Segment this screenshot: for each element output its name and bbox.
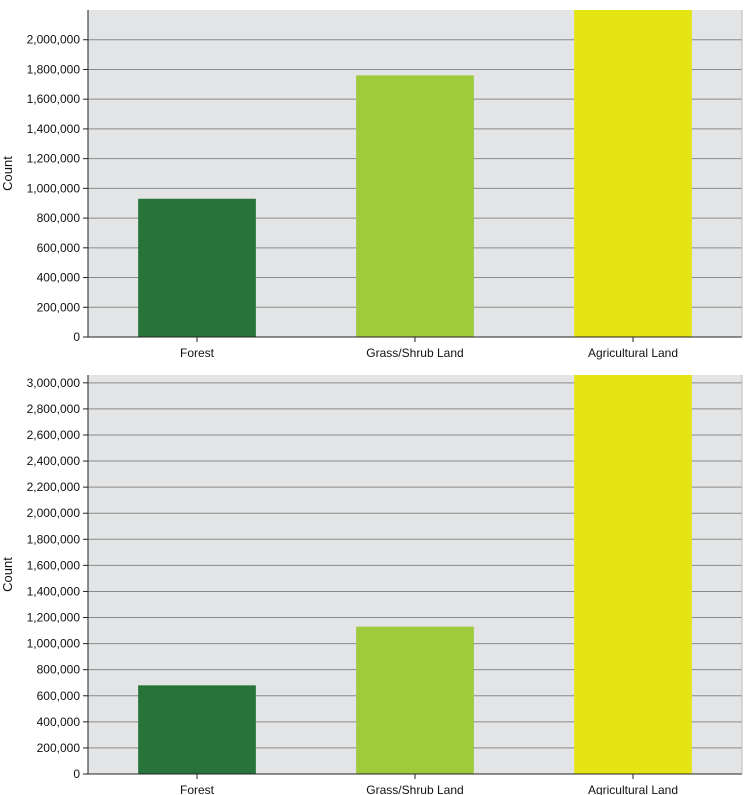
y-tick-label: 1,200,000 <box>27 152 81 166</box>
y-tick-label: 200,000 <box>37 741 81 755</box>
y-tick-label: 0 <box>73 330 80 344</box>
y-tick-label: 800,000 <box>37 211 81 225</box>
bar-grass-shrub-land <box>356 626 474 774</box>
y-tick-label: 1,000,000 <box>27 637 81 651</box>
y-tick-label: 3,000,000 <box>27 376 81 390</box>
y-tick-label: 2,000,000 <box>27 506 81 520</box>
y-tick-label: 200,000 <box>37 300 81 314</box>
x-tick-label: Grass/Shrub Land <box>366 346 463 360</box>
y-tick-label: 1,400,000 <box>27 584 81 598</box>
bar-forest <box>138 198 256 337</box>
y-tick-label: 1,800,000 <box>27 62 81 76</box>
y-axis-title: Count <box>0 557 15 592</box>
y-tick-label: 1,400,000 <box>27 122 81 136</box>
x-tick-label: Forest <box>180 783 215 795</box>
y-tick-label: 1,800,000 <box>27 532 81 546</box>
y-tick-label: 2,600,000 <box>27 428 81 442</box>
y-tick-label: 1,600,000 <box>27 92 81 106</box>
x-tick-label: Forest <box>180 346 215 360</box>
y-tick-label: 400,000 <box>37 271 81 285</box>
y-tick-label: 600,000 <box>37 241 81 255</box>
y-axis-title: Count <box>0 156 15 191</box>
x-tick-label: Agricultural Land <box>588 346 678 360</box>
y-tick-label: 0 <box>73 767 80 781</box>
bar-agricultural-land <box>574 10 692 337</box>
x-tick-label: Grass/Shrub Land <box>366 783 463 795</box>
y-tick-label: 800,000 <box>37 663 81 677</box>
y-tick-label: 2,200,000 <box>27 480 81 494</box>
x-tick-label: Agricultural Land <box>588 783 678 795</box>
bar-grass-shrub-land <box>356 75 474 338</box>
y-tick-label: 1,200,000 <box>27 611 81 625</box>
y-tick-label: 600,000 <box>37 689 81 703</box>
y-tick-label: 2,000,000 <box>27 33 81 47</box>
y-tick-label: 2,800,000 <box>27 402 81 416</box>
y-tick-label: 2,400,000 <box>27 454 81 468</box>
bar-chart-bottom: 0 200,000 400,000 600,000 800,000 1,000,000 1,… <box>0 375 743 795</box>
bar-forest <box>138 685 256 774</box>
bar-agricultural-land <box>574 375 692 774</box>
y-tick-label: 1,000,000 <box>27 181 81 195</box>
y-tick-label: 1,600,000 <box>27 558 81 572</box>
y-tick-label: 400,000 <box>37 715 81 729</box>
bar-chart-top: 0 200,000 400,000 600,000 800,000 1,000,000 1,… <box>0 10 743 360</box>
